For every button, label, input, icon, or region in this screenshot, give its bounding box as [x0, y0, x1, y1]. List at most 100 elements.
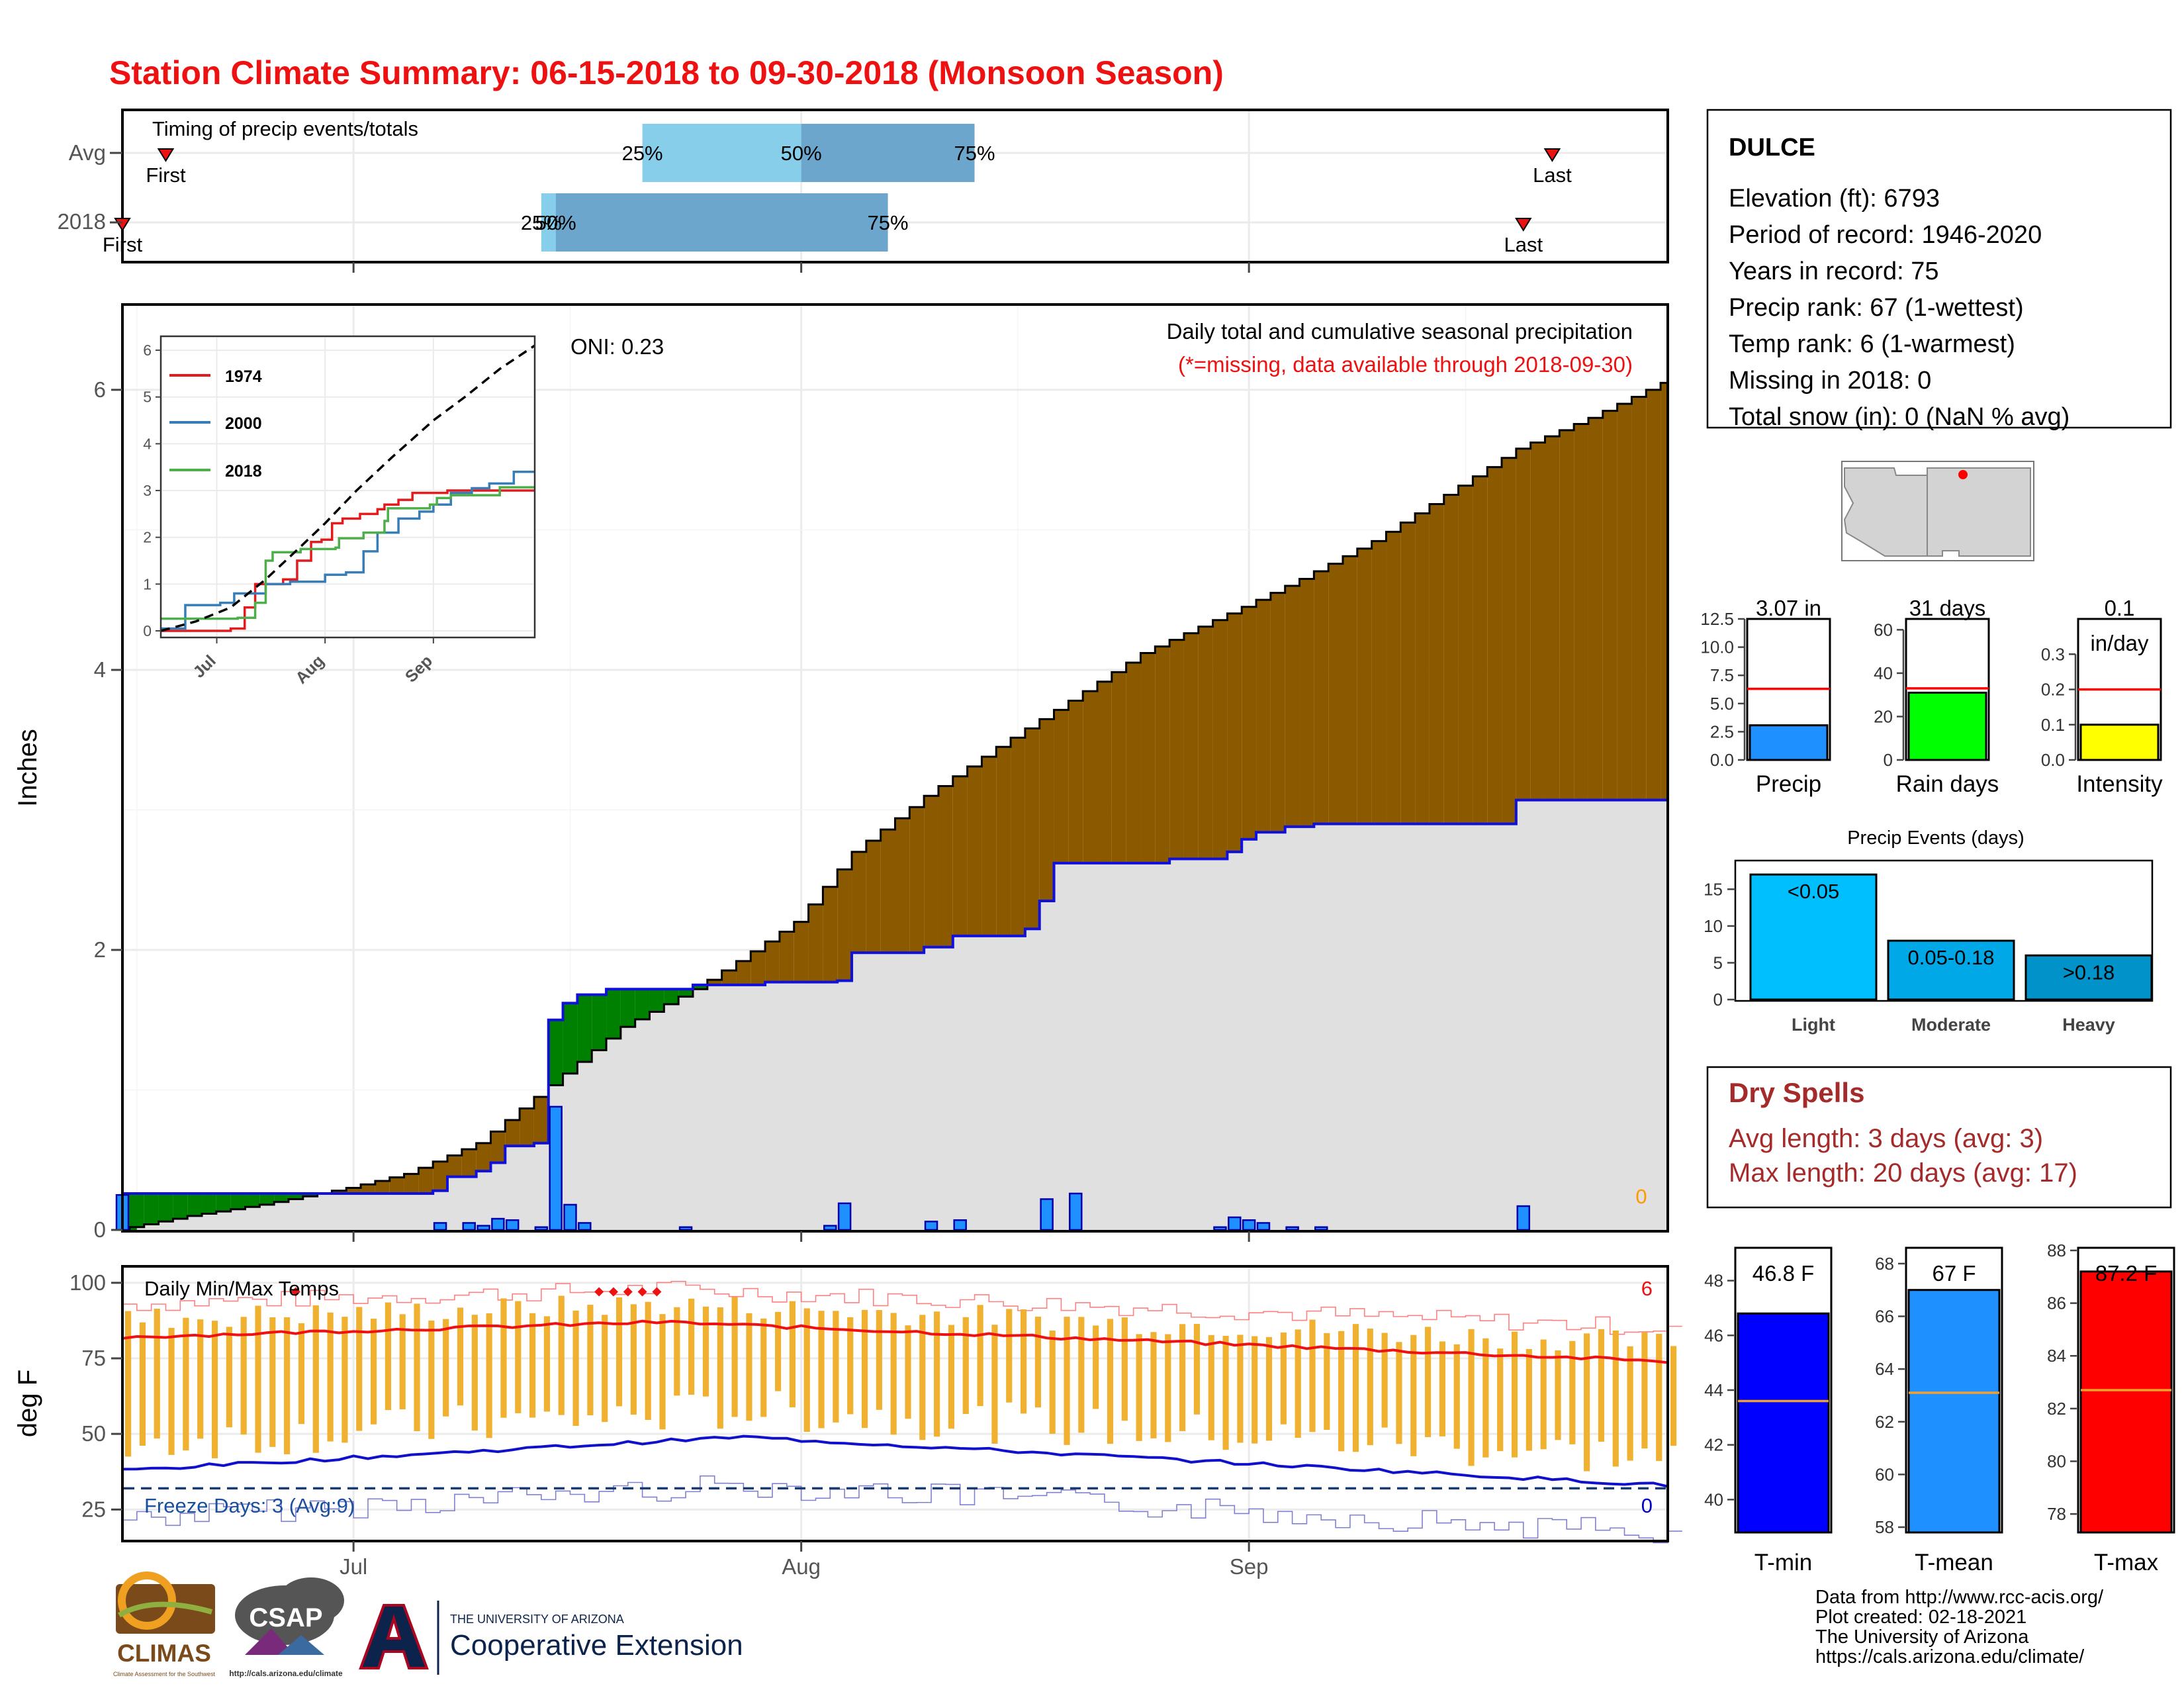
daily-precip-bar [491, 1217, 505, 1231]
csap-url: http://cals.arizona.edu/climate [229, 1669, 343, 1678]
legend-2000: 2000 [225, 414, 262, 433]
deficit-segment [1545, 436, 1560, 800]
deficit-segment [433, 1161, 448, 1191]
summary-category-label: Precip [1756, 771, 1821, 797]
freeze-count: 0 [1641, 1494, 1653, 1517]
temp-summary-ytick-label: 84 [2047, 1346, 2066, 1366]
arizona-shape [1843, 467, 1928, 557]
deficit-segment [1169, 639, 1184, 859]
daily-temp-range-bar [1439, 1341, 1446, 1436]
daily-temp-range-bar [414, 1303, 420, 1432]
daily-temp-range-bar [1093, 1325, 1099, 1409]
deficit-segment [721, 970, 737, 985]
daily-temp-range-bar [775, 1311, 782, 1391]
deficit-segment [1371, 541, 1387, 824]
daily-temp-range-bar [168, 1327, 175, 1455]
deficit-segment [1400, 522, 1416, 824]
deficit-segment [1314, 571, 1329, 824]
daily-temp-range-bar [1352, 1324, 1359, 1452]
daily-temp-range-bar [919, 1315, 926, 1440]
summary-value-label-unit: in/day [2090, 631, 2149, 655]
daily-temp-range-bar [962, 1317, 969, 1415]
precip-ylabel: Inches [13, 729, 42, 807]
timing-label-50: 50% [535, 211, 576, 234]
deficit-segment [1270, 592, 1285, 833]
timing-bar-50-75 [555, 193, 888, 252]
surplus-segment [620, 989, 635, 1027]
daily-temp-range-bar [255, 1305, 261, 1453]
daily-temp-range-bar [370, 1319, 377, 1425]
deficit-segment [1097, 681, 1112, 863]
daily-precip-bar [1069, 1192, 1083, 1231]
record-high-marker [623, 1287, 633, 1297]
inset-ytick-label: 5 [143, 389, 152, 406]
daily-temp-range-bar [602, 1315, 608, 1423]
daily-temp-range-bar [1309, 1319, 1316, 1432]
deficit-segment [389, 1177, 404, 1194]
climas-text: CLIMAS [117, 1640, 211, 1667]
deficit-segment [837, 869, 852, 981]
temp-summary-bar-t-min [1737, 1312, 1830, 1534]
avg-tmin-line [122, 1434, 1668, 1488]
summary-bar-intensity [2079, 724, 2160, 761]
station-elevation: Elevation (ft): 6793 [1729, 185, 1940, 212]
summary-ytick-label: 0.3 [2041, 644, 2065, 664]
precip-events-ytick-label: 10 [1704, 916, 1723, 936]
timing-ylabel-2018: 2018 [58, 209, 106, 234]
deficit-segment [765, 941, 780, 982]
timing-ylabel-avg: Avg [69, 140, 106, 165]
daily-temp-range-bar [1280, 1332, 1287, 1425]
daily-precip-bar [1314, 1226, 1328, 1231]
daily-temp-range-bar [327, 1312, 334, 1442]
daily-temp-range-bar [1150, 1332, 1157, 1438]
surplus-segment [173, 1194, 188, 1219]
daily-temp-range-bar [356, 1307, 363, 1431]
record-count: 6 [1641, 1277, 1653, 1300]
daily-temp-range-bar [1555, 1350, 1561, 1440]
surplus-segment [129, 1194, 144, 1227]
daily-temp-range-bar [500, 1298, 507, 1418]
daily-precip-bar [578, 1222, 592, 1231]
deficit-segment [981, 757, 997, 936]
timing-label-25: 25% [622, 142, 663, 165]
daily-temp-range-bar [1641, 1332, 1648, 1449]
record-high-marker [291, 1287, 300, 1297]
record-high-line [122, 1280, 1682, 1335]
deficit-segment [1227, 613, 1242, 852]
daily-temp-range-bar [428, 1320, 435, 1439]
temp-ytick-label: 75 [81, 1346, 106, 1370]
station-location-dot [1958, 470, 1968, 479]
surplus-segment [288, 1194, 303, 1199]
station-precip-rank: Precip rank: 67 (1-wettest) [1729, 294, 2024, 322]
surplus-segment [548, 1019, 563, 1086]
daily-temp-range-bar [443, 1319, 449, 1417]
deficit-segment [1458, 485, 1473, 824]
precip-event-bar-label: <0.05 [1788, 880, 1839, 903]
daily-temp-range-bar [1265, 1336, 1273, 1441]
station-temp-rank: Temp rank: 6 (1-warmest) [1729, 330, 2015, 358]
daily-temp-range-bar [211, 1321, 218, 1459]
legend-2018: 2018 [225, 462, 262, 481]
deficit-segment [1502, 457, 1516, 824]
summary-ytick-label: 7.5 [1710, 665, 1734, 685]
deficit-segment [1342, 556, 1357, 824]
deficit-segment [1516, 448, 1531, 800]
timing-last-label: Last [1533, 164, 1572, 187]
precip-ytick-label: 0 [94, 1217, 106, 1242]
deficit-segment [461, 1149, 477, 1177]
daily-temp-range-bar [1179, 1324, 1186, 1431]
daily-temp-range-bar [1656, 1333, 1662, 1462]
daily-temp-range-bar [746, 1313, 752, 1421]
deficit-segment [1285, 586, 1300, 827]
precip-caption: Daily total and cumulative seasonal prec… [1167, 319, 1633, 344]
daily-temp-range-bar [1020, 1309, 1027, 1414]
deficit-segment [823, 886, 838, 982]
daily-temp-range-bar [515, 1301, 522, 1413]
surplus-segment [216, 1194, 231, 1212]
inset-ytick-label: 1 [143, 575, 152, 592]
deficit-segment [1024, 728, 1040, 929]
daily-temp-range-bar [1237, 1335, 1244, 1443]
summary-value-label: 3.07 in [1756, 596, 1821, 620]
summary-value-label: 0.1 [2105, 596, 2135, 620]
